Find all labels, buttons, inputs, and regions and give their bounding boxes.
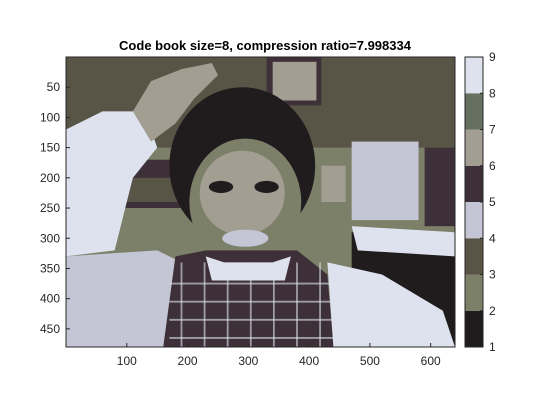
colorbar-swatches (465, 57, 483, 347)
right-eye (254, 180, 279, 193)
y-tick-label: 100 (40, 110, 60, 124)
y-tick-label: 150 (40, 141, 60, 155)
y-tick-label: 50 (47, 80, 61, 94)
y-tick-label: 400 (40, 292, 60, 306)
colorbar-tick-label: 3 (489, 268, 496, 282)
left-eye (208, 180, 234, 193)
y-tick-label: 350 (40, 261, 60, 275)
image-axes: 100 200 300 400 500 600 50 100 150 200 250 300 350 4… (40, 56, 456, 368)
colorbar-swatch (465, 165, 483, 202)
saluting-hand (132, 63, 218, 142)
right-dark-object (424, 147, 456, 227)
face-highlight (199, 150, 285, 236)
papers-on-desk (351, 226, 456, 257)
smile (222, 229, 269, 247)
colorbar-swatch (465, 202, 483, 239)
colorbar-tick-label: 9 (489, 50, 496, 64)
colorbar-tick-label: 8 (489, 86, 496, 100)
colorbar-swatch (465, 129, 483, 166)
colorbar-tick-label: 5 (489, 195, 496, 209)
computer-monitor (351, 141, 419, 221)
colorbar-swatch (465, 57, 483, 94)
colorbar-swatch (465, 310, 483, 347)
paper-note (321, 165, 346, 203)
colorbar: 1 2 3 4 5 6 7 8 9 (464, 50, 496, 354)
chart-title: Code book size=8, compression ratio=7.99… (119, 38, 412, 53)
x-tick-label: 500 (360, 354, 380, 368)
raised-arm (66, 111, 158, 257)
colorbar-swatch (465, 93, 483, 130)
colorbar-tick-label: 1 (489, 340, 496, 354)
colorbar-ticks: 1 2 3 4 5 6 7 8 9 (480, 50, 496, 354)
colorbar-tick-label: 2 (489, 304, 496, 318)
plaid-dress (163, 250, 334, 348)
axes-frame (65, 56, 456, 348)
y-tick-label: 300 (40, 231, 60, 245)
picture-content (272, 61, 317, 101)
colorbar-swatch (465, 274, 483, 311)
y-axis-ticks: 50 100 150 200 250 300 350 400 450 (40, 80, 70, 336)
colorbar-tick-label: 4 (489, 231, 496, 245)
x-tick-label: 100 (117, 354, 137, 368)
x-tick-label: 200 (178, 354, 198, 368)
right-sleeve (327, 262, 456, 348)
quantized-image (66, 57, 456, 348)
x-axis-ticks: 100 200 300 400 500 600 (117, 343, 441, 368)
x-tick-label: 300 (238, 354, 258, 368)
colorbar-tick-label: 6 (489, 159, 496, 173)
y-tick-label: 200 (40, 171, 60, 185)
x-tick-label: 400 (299, 354, 319, 368)
colorbar-swatch (465, 238, 483, 275)
y-tick-label: 250 (40, 201, 60, 215)
x-tick-label: 600 (421, 354, 441, 368)
colorbar-tick-label: 7 (489, 123, 496, 137)
y-tick-label: 450 (40, 322, 60, 336)
